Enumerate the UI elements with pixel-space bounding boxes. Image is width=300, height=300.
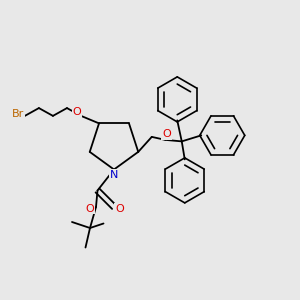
Text: O: O	[85, 203, 94, 214]
Text: N: N	[110, 170, 118, 180]
Text: Br: Br	[12, 110, 24, 119]
Text: O: O	[73, 107, 82, 117]
Text: O: O	[162, 130, 171, 140]
Text: O: O	[115, 203, 124, 214]
